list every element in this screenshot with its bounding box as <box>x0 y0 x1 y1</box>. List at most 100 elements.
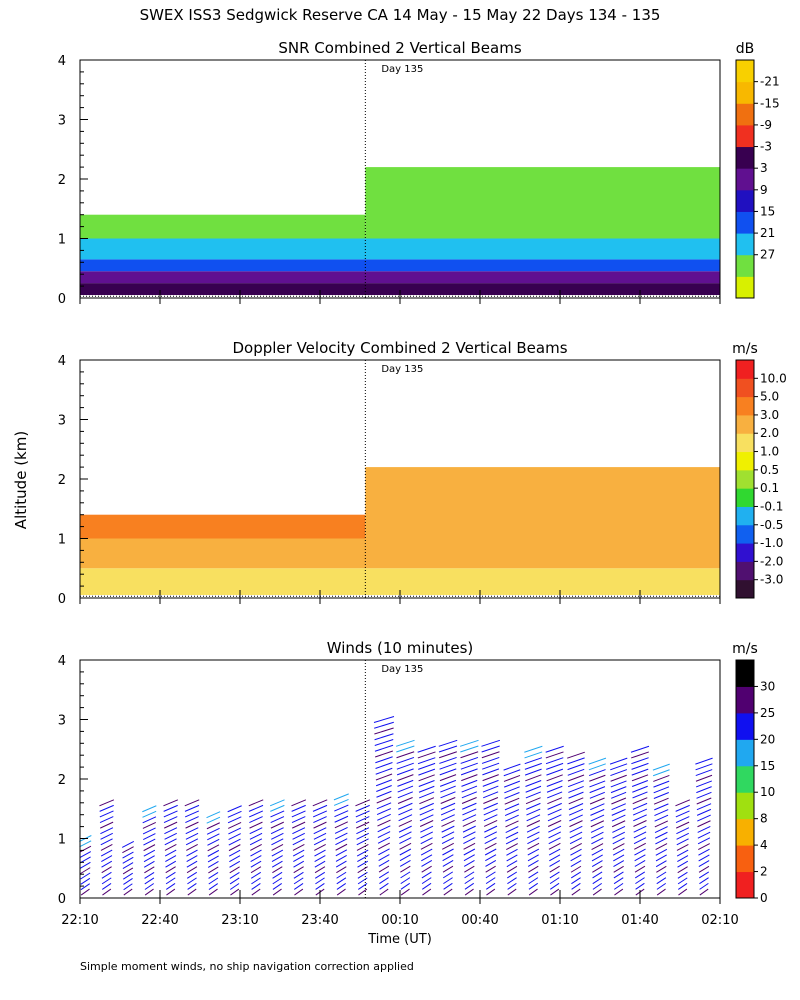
wind-barb <box>633 820 647 827</box>
wind-profile <box>184 799 200 896</box>
wind-barb <box>567 751 585 759</box>
wind-barb <box>461 774 478 782</box>
wind-barb <box>590 808 605 816</box>
wind-barb <box>653 797 669 805</box>
wind-barb <box>590 825 604 833</box>
wind-barb <box>292 832 305 840</box>
wind-barb <box>291 799 307 807</box>
wind-barb <box>164 849 177 857</box>
colorbar-label: 0.5 <box>760 463 779 477</box>
wind-barb <box>143 855 155 863</box>
wind-barb <box>397 774 414 782</box>
colorbar-swatch <box>736 168 754 191</box>
wind-barb <box>441 831 455 839</box>
wind-barb <box>334 815 349 823</box>
wind-profile <box>99 799 115 896</box>
wind-barb <box>143 860 155 868</box>
wind-barb <box>123 888 133 896</box>
wind-barb <box>207 838 220 846</box>
wind-profile <box>355 799 371 896</box>
wind-barb <box>590 820 605 828</box>
wind-barb <box>206 827 220 835</box>
day-marker-label: Day 135 <box>381 364 423 375</box>
wind-barb <box>442 865 454 873</box>
wind-barb <box>442 842 454 850</box>
wind-barb <box>655 848 668 856</box>
wind-barb <box>592 882 603 890</box>
wind-profile <box>438 739 458 896</box>
colorbar-swatch <box>736 451 754 471</box>
colorbar-label: -3 <box>760 140 772 154</box>
colorbar-swatch <box>736 543 754 562</box>
wind-barb <box>122 846 134 854</box>
wind-barb <box>375 762 393 769</box>
wind-barb <box>483 808 498 816</box>
wind-barb <box>313 821 327 829</box>
wind-barb <box>567 757 585 765</box>
wind-barb <box>100 821 114 829</box>
wind-barb <box>525 774 542 782</box>
wind-barb <box>526 825 540 833</box>
wind-barb <box>439 756 457 764</box>
wind-barb <box>421 865 432 873</box>
wind-barb <box>399 842 412 850</box>
x-tick-label: 01:40 <box>621 913 658 928</box>
colorbar-swatch <box>736 488 754 507</box>
wind-barb <box>270 810 285 818</box>
y-tick-label: 3 <box>58 414 66 429</box>
wind-barb <box>419 814 434 822</box>
wind-barb <box>250 843 262 851</box>
wind-barb <box>485 871 496 879</box>
wind-barb <box>528 865 539 873</box>
wind-barb <box>99 816 114 823</box>
wind-barb <box>356 849 369 857</box>
wind-barb <box>292 827 306 835</box>
wind-barb <box>376 785 392 792</box>
wind-barb <box>142 821 156 829</box>
wind-barb <box>677 855 689 863</box>
wind-barb <box>526 808 541 816</box>
x-tick-label: 23:40 <box>301 913 338 928</box>
wind-barb <box>100 849 113 857</box>
wind-barb <box>100 843 113 851</box>
wind-barb <box>547 802 562 810</box>
wind-barb <box>610 774 627 782</box>
wind-barb <box>163 804 178 812</box>
colorbar-frame <box>735 359 755 599</box>
wind-barb <box>163 799 179 807</box>
wind-barb <box>375 756 393 764</box>
wind-barb <box>507 882 517 890</box>
wind-barb <box>377 813 391 821</box>
figure-title: SWEX ISS3 Sedgwick Reserve CA 14 May - 1… <box>140 6 661 24</box>
wind-barb <box>207 855 219 863</box>
wind-barb <box>420 831 434 839</box>
y-tick-label: 2 <box>58 173 66 188</box>
y-tick-label: 1 <box>58 233 66 248</box>
wind-barb <box>504 792 520 799</box>
wind-barb <box>550 888 560 896</box>
colorbar-label: -21 <box>760 75 780 89</box>
wind-barb <box>207 860 219 868</box>
wind-barb <box>654 826 668 834</box>
wind-barb <box>677 866 688 874</box>
wind-barb <box>635 877 645 885</box>
wind-barb <box>336 877 347 885</box>
winds-units: m/s <box>732 641 758 657</box>
wind-barb <box>374 750 394 758</box>
wind-barb <box>418 768 436 776</box>
wind-barb <box>652 763 670 771</box>
wind-barb <box>635 882 645 890</box>
wind-barb <box>400 865 411 873</box>
wind-barb <box>549 854 561 862</box>
wind-barb <box>420 825 434 833</box>
wind-barb <box>571 877 581 885</box>
wind-barb <box>250 855 262 863</box>
wind-barb <box>356 838 369 846</box>
colorbar-swatch <box>736 189 754 212</box>
wind-barb <box>377 819 391 827</box>
wind-barb <box>461 779 478 787</box>
wind-barb <box>270 804 285 812</box>
wind-barb <box>378 854 390 861</box>
wind-barb <box>545 757 564 765</box>
wind-barb <box>357 866 368 874</box>
